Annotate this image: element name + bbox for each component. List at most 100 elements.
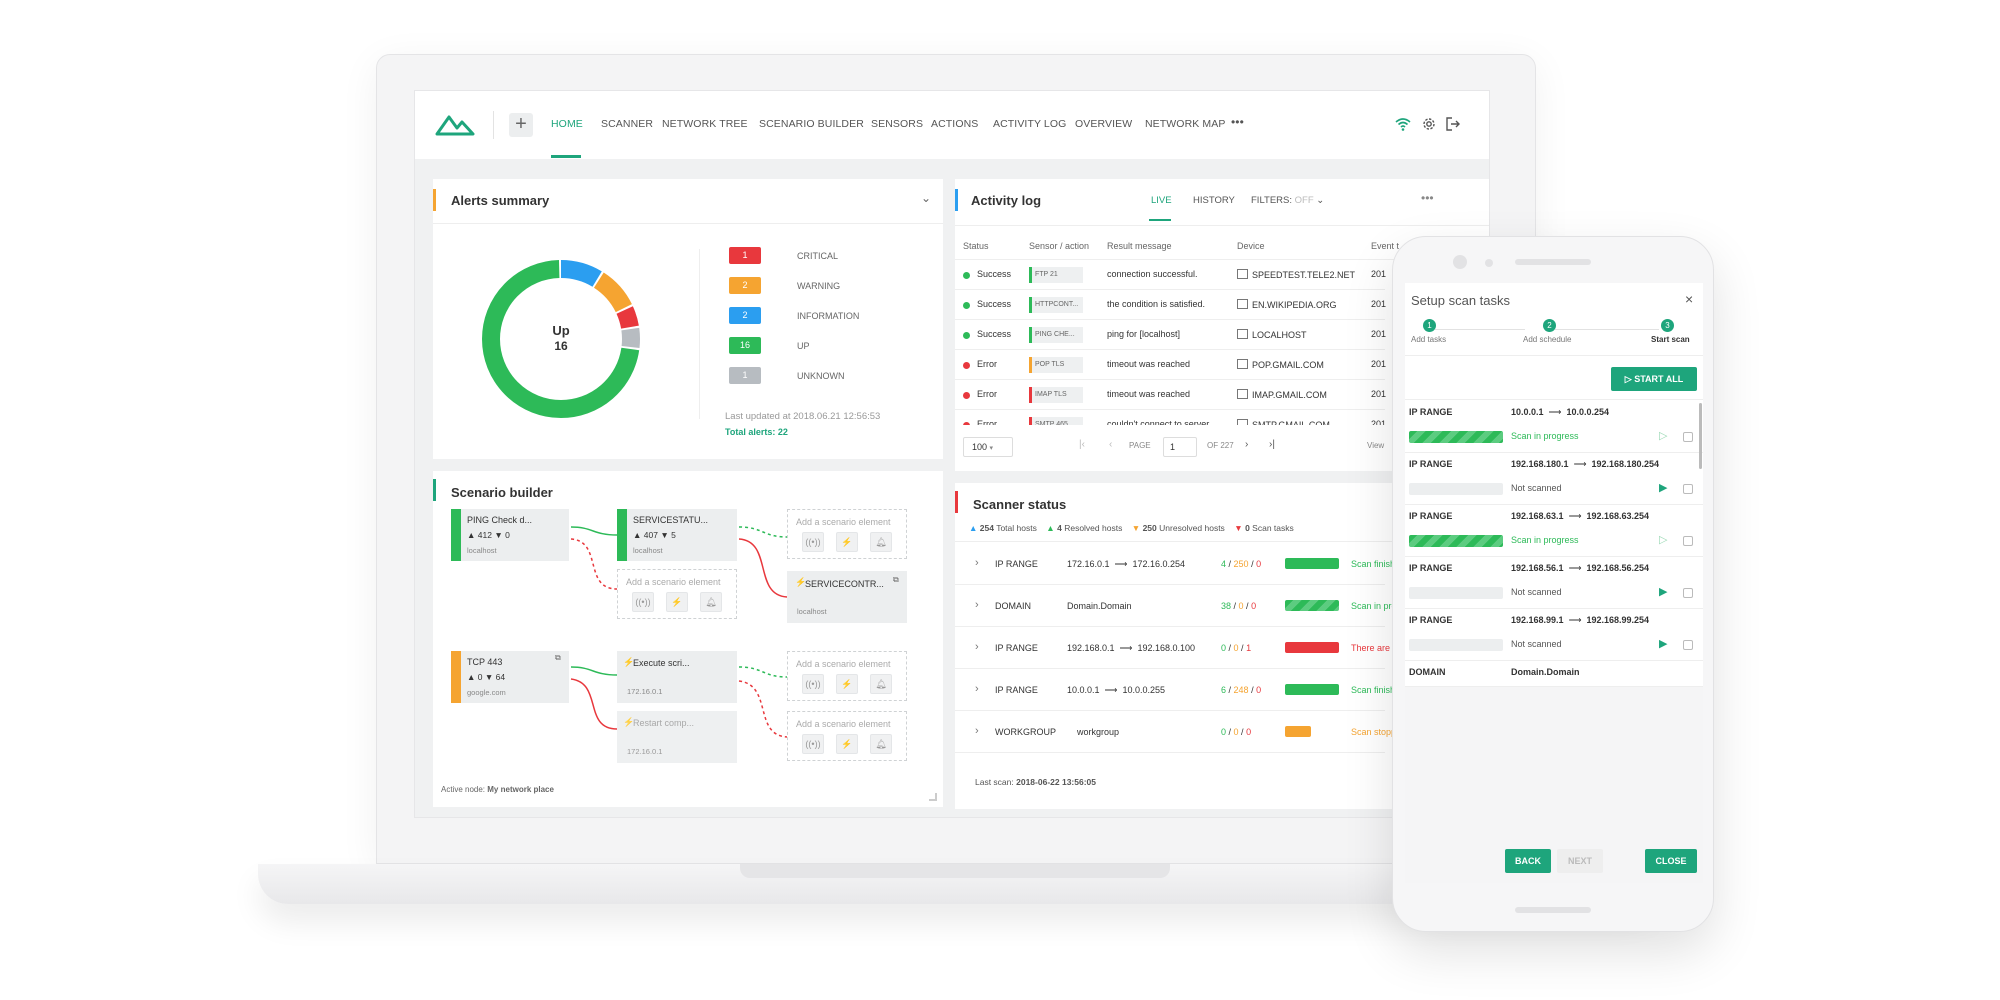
wifi-icon[interactable] — [1395, 116, 1411, 132]
nav-sensors[interactable]: SENSORS — [871, 118, 924, 130]
play-icon[interactable]: ▶ — [1659, 586, 1668, 598]
app-logo-icon[interactable] — [435, 113, 475, 137]
next-page-icon[interactable]: › — [1245, 439, 1249, 450]
scan-row[interactable]: › DOMAIN Domain.Domain 38 / 0 / 0 Scan i… — [955, 585, 1419, 627]
sensor-icon[interactable]: ((•)) — [632, 592, 654, 612]
sensor-icon[interactable]: ((•)) — [802, 734, 824, 754]
scan-row[interactable]: › IP RANGE 10.0.0.1 ⟶ 10.0.0.255 6 / 248… — [955, 669, 1405, 711]
resize-handle-icon[interactable] — [929, 793, 937, 801]
task-checkbox[interactable] — [1683, 432, 1693, 442]
page-input[interactable]: 1 — [1163, 437, 1197, 457]
view-label[interactable]: View — [1367, 441, 1385, 450]
play-icon[interactable]: ▷ — [1659, 430, 1668, 442]
nav-scenario-builder[interactable]: SCENARIO BUILDER — [759, 118, 864, 130]
prev-page-icon[interactable]: ‹ — [1109, 439, 1113, 450]
donut-segment-unknown[interactable] — [482, 260, 640, 418]
play-icon[interactable]: ▷ — [1659, 534, 1668, 546]
link-icon[interactable]: ⧉ — [893, 575, 899, 584]
action-bolt-icon[interactable]: ⚡ — [836, 674, 858, 694]
nav-overview[interactable]: OVERVIEW — [1075, 118, 1133, 130]
chevron-right-icon[interactable]: › — [975, 599, 979, 611]
sensor-icon[interactable]: ((•)) — [802, 532, 824, 552]
scenario-node-restart-computer[interactable]: ⚡ Restart comp... 172.16.0.1 — [617, 711, 737, 763]
nav-more-icon[interactable]: ••• — [1231, 115, 1244, 129]
action-bolt-icon[interactable]: ⚡ — [836, 532, 858, 552]
gear-icon[interactable] — [1421, 116, 1437, 132]
task-checkbox[interactable] — [1683, 536, 1693, 546]
chevron-right-icon[interactable]: › — [975, 641, 979, 653]
scan-row[interactable]: › IP RANGE 172.16.0.1 ⟶ 172.16.0.254 4 /… — [955, 543, 1405, 585]
nav-network-tree[interactable]: NETWORK TREE — [662, 118, 748, 130]
scan-task-row[interactable]: IP RANGE 192.168.56.1 ⟶ 192.168.56.254 N… — [1405, 557, 1703, 609]
action-bolt-icon[interactable]: ⚡ — [666, 592, 688, 612]
add-scenario-element[interactable]: Add a scenario element ((•)) ⚡ 🔔︎ — [787, 651, 907, 701]
nav-actions[interactable]: ACTIONS — [931, 118, 979, 130]
bell-icon[interactable]: 🔔︎ — [870, 674, 892, 694]
scenario-node-execute-script[interactable]: ⚡ Execute scri... 172.16.0.1 — [617, 651, 737, 703]
bell-icon[interactable]: 🔔︎ — [870, 734, 892, 754]
first-page-icon[interactable]: |‹ — [1079, 439, 1085, 450]
nav-activity-log[interactable]: ACTIVITY LOG — [993, 118, 1067, 130]
table-row[interactable]: Error POP TLS timeout was reached POP.GM… — [955, 350, 1386, 380]
add-scenario-element[interactable]: Add a scenario element ((•)) ⚡ 🔔︎ — [787, 509, 907, 559]
nav-scanner[interactable]: SCANNER — [601, 118, 654, 130]
chevron-right-icon[interactable]: › — [975, 683, 979, 695]
bell-icon[interactable]: 🔔︎ — [870, 532, 892, 552]
scan-row[interactable]: › IP RANGE 192.168.0.1 ⟶ 192.168.0.100 0… — [955, 627, 1416, 669]
scrollbar[interactable] — [1699, 403, 1702, 469]
donut-segment-information[interactable] — [482, 260, 640, 418]
chevron-right-icon[interactable]: › — [975, 725, 979, 737]
col-device[interactable]: Device — [1237, 241, 1265, 251]
step-1-badge[interactable]: 1 — [1423, 319, 1436, 332]
nav-home[interactable]: HOME — [551, 118, 583, 130]
back-button[interactable]: BACK — [1505, 849, 1551, 873]
tab-history[interactable]: HISTORY — [1193, 195, 1235, 206]
sensor-icon[interactable]: ((•)) — [802, 674, 824, 694]
last-page-icon[interactable]: ›| — [1269, 439, 1275, 450]
next-button[interactable]: NEXT — [1557, 849, 1603, 873]
add-button[interactable]: + — [509, 113, 533, 137]
scenario-node-ping[interactable]: PING Check d... ▲ 412 ▼ 0 localhost — [451, 509, 569, 561]
filters-dropdown[interactable]: FILTERS: OFF ⌄ — [1251, 195, 1324, 206]
table-row[interactable]: Error IMAP TLS timeout was reached IMAP.… — [955, 380, 1386, 410]
chevron-right-icon[interactable]: › — [975, 557, 979, 569]
scenario-node-servicestatus[interactable]: SERVICESTATU... ▲ 407 ▼ 5 localhost — [617, 509, 737, 561]
add-scenario-element[interactable]: Add a scenario element ((•)) ⚡ 🔔︎ — [617, 569, 737, 619]
scenario-node-servicecontrol[interactable]: ⚡ SERVICECONTR... localhost ⧉ — [787, 571, 907, 623]
play-icon[interactable]: ▶ — [1659, 482, 1668, 494]
scan-task-row[interactable]: DOMAIN Domain.Domain — [1405, 661, 1703, 687]
link-icon[interactable]: ⧉ — [555, 653, 561, 662]
task-checkbox[interactable] — [1683, 640, 1693, 650]
bell-icon[interactable]: 🔔︎ — [700, 592, 722, 612]
play-icon[interactable]: ▶ — [1659, 638, 1668, 650]
step-2-badge[interactable]: 2 — [1543, 319, 1556, 332]
table-row[interactable]: Success FTP 21 connection successful. SP… — [955, 260, 1386, 290]
col-event-time[interactable]: Event t — [1371, 241, 1400, 251]
donut-segment-up[interactable] — [482, 260, 640, 418]
page-size-select[interactable]: 100 ▾ — [963, 437, 1013, 457]
scan-task-row[interactable]: IP RANGE 10.0.0.1 ⟶ 10.0.0.254 Scan in p… — [1405, 401, 1703, 453]
action-bolt-icon[interactable]: ⚡ — [836, 734, 858, 754]
more-options-icon[interactable]: ••• — [1421, 191, 1434, 205]
scan-task-row[interactable]: IP RANGE 192.168.63.1 ⟶ 192.168.63.254 S… — [1405, 505, 1703, 557]
scan-row[interactable]: › WORKGROUP workgroup 0 / 0 / 0 Scan sto… — [955, 711, 1406, 753]
chevron-down-icon[interactable]: ⌄ — [921, 191, 932, 205]
task-checkbox[interactable] — [1683, 588, 1693, 598]
nav-network-map[interactable]: NETWORK MAP — [1145, 118, 1226, 130]
task-checkbox[interactable] — [1683, 484, 1693, 494]
col-sensor[interactable]: Sensor / action — [1029, 241, 1090, 251]
col-result[interactable]: Result message — [1107, 241, 1172, 251]
close-icon[interactable]: × — [1685, 291, 1694, 307]
scan-task-row[interactable]: IP RANGE 192.168.99.1 ⟶ 192.168.99.254 N… — [1405, 609, 1703, 661]
scenario-node-tcp[interactable]: TCP 443 ▲ 0 ▼ 64 google.com ⧉ — [451, 651, 569, 703]
table-row[interactable]: Success PING CHE... ping for [localhost]… — [955, 320, 1386, 350]
col-status[interactable]: Status — [963, 241, 989, 251]
close-button[interactable]: CLOSE — [1645, 849, 1697, 873]
table-row[interactable]: Success HTTPCONT... the condition is sat… — [955, 290, 1386, 320]
tab-live[interactable]: LIVE — [1151, 195, 1172, 206]
start-all-button[interactable]: ▷ START ALL — [1611, 367, 1697, 391]
add-scenario-element[interactable]: Add a scenario element ((•)) ⚡ 🔔︎ — [787, 711, 907, 761]
scan-task-row[interactable]: IP RANGE 192.168.180.1 ⟶ 192.168.180.254… — [1405, 453, 1703, 505]
logout-icon[interactable] — [1445, 116, 1461, 132]
step-3-badge[interactable]: 3 — [1661, 319, 1674, 332]
